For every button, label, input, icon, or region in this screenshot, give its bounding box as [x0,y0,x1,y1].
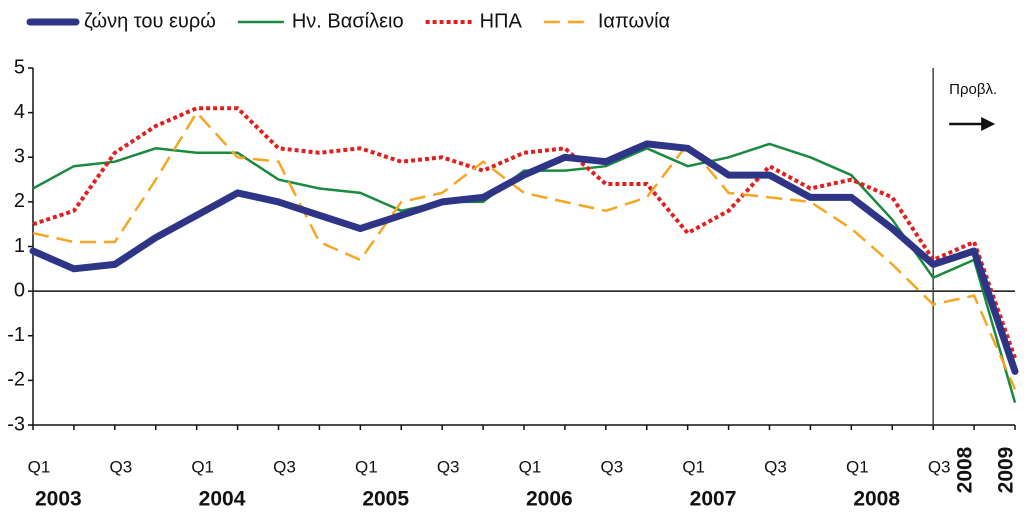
x-tick-label: Q3 [109,457,132,476]
series-line [29,140,1019,375]
legend-label: ζώνη του ευρώ [84,10,216,32]
y-tick-label: 3 [14,146,25,168]
y-tick-label: 2 [14,190,25,212]
annotation: Προβλ. [949,81,997,98]
x-tick-label: 2008 [954,446,977,493]
y-tick-label: 4 [14,101,25,123]
y-tick-label: 1 [14,235,25,257]
x-tick-label: Q1 [355,457,378,476]
x-group-label: 2008 [853,488,900,511]
x-group-label: 2005 [362,488,409,511]
x-tick-label: Q1 [191,457,214,476]
x-group-label: 2006 [526,488,573,511]
x-group-label: 2003 [35,488,82,511]
series-line [32,106,1017,359]
y-tick-label: -2 [7,369,25,391]
x-tick-label: Q3 [600,457,623,476]
y-tick-label: 0 [14,279,25,301]
legend-label: Ην. Βασίλειο [292,10,404,32]
y-tick-label: 5 [14,56,25,78]
x-tick-label: Q1 [682,457,705,476]
series-line [32,110,1017,390]
x-group-label: 2007 [690,488,737,511]
legend-label: Ιαπωνία [598,10,670,32]
x-tick-label: Q3 [764,457,787,476]
x-group-label: 2004 [199,488,246,511]
series-line [32,142,1017,404]
x-tick-label: 2009 [995,447,1018,494]
y-tick-label: -1 [7,324,25,346]
arrow-head [981,117,996,131]
x-tick-label: Q1 [28,457,51,476]
x-tick-label: Q3 [273,457,296,476]
x-tick-label: Q3 [437,457,460,476]
x-tick-label: Q1 [846,457,869,476]
x-tick-label: Q1 [519,457,542,476]
x-tick-label: Q3 [928,457,951,476]
y-tick-label: -3 [7,413,25,435]
legend-label: ΗΠΑ [480,10,523,32]
